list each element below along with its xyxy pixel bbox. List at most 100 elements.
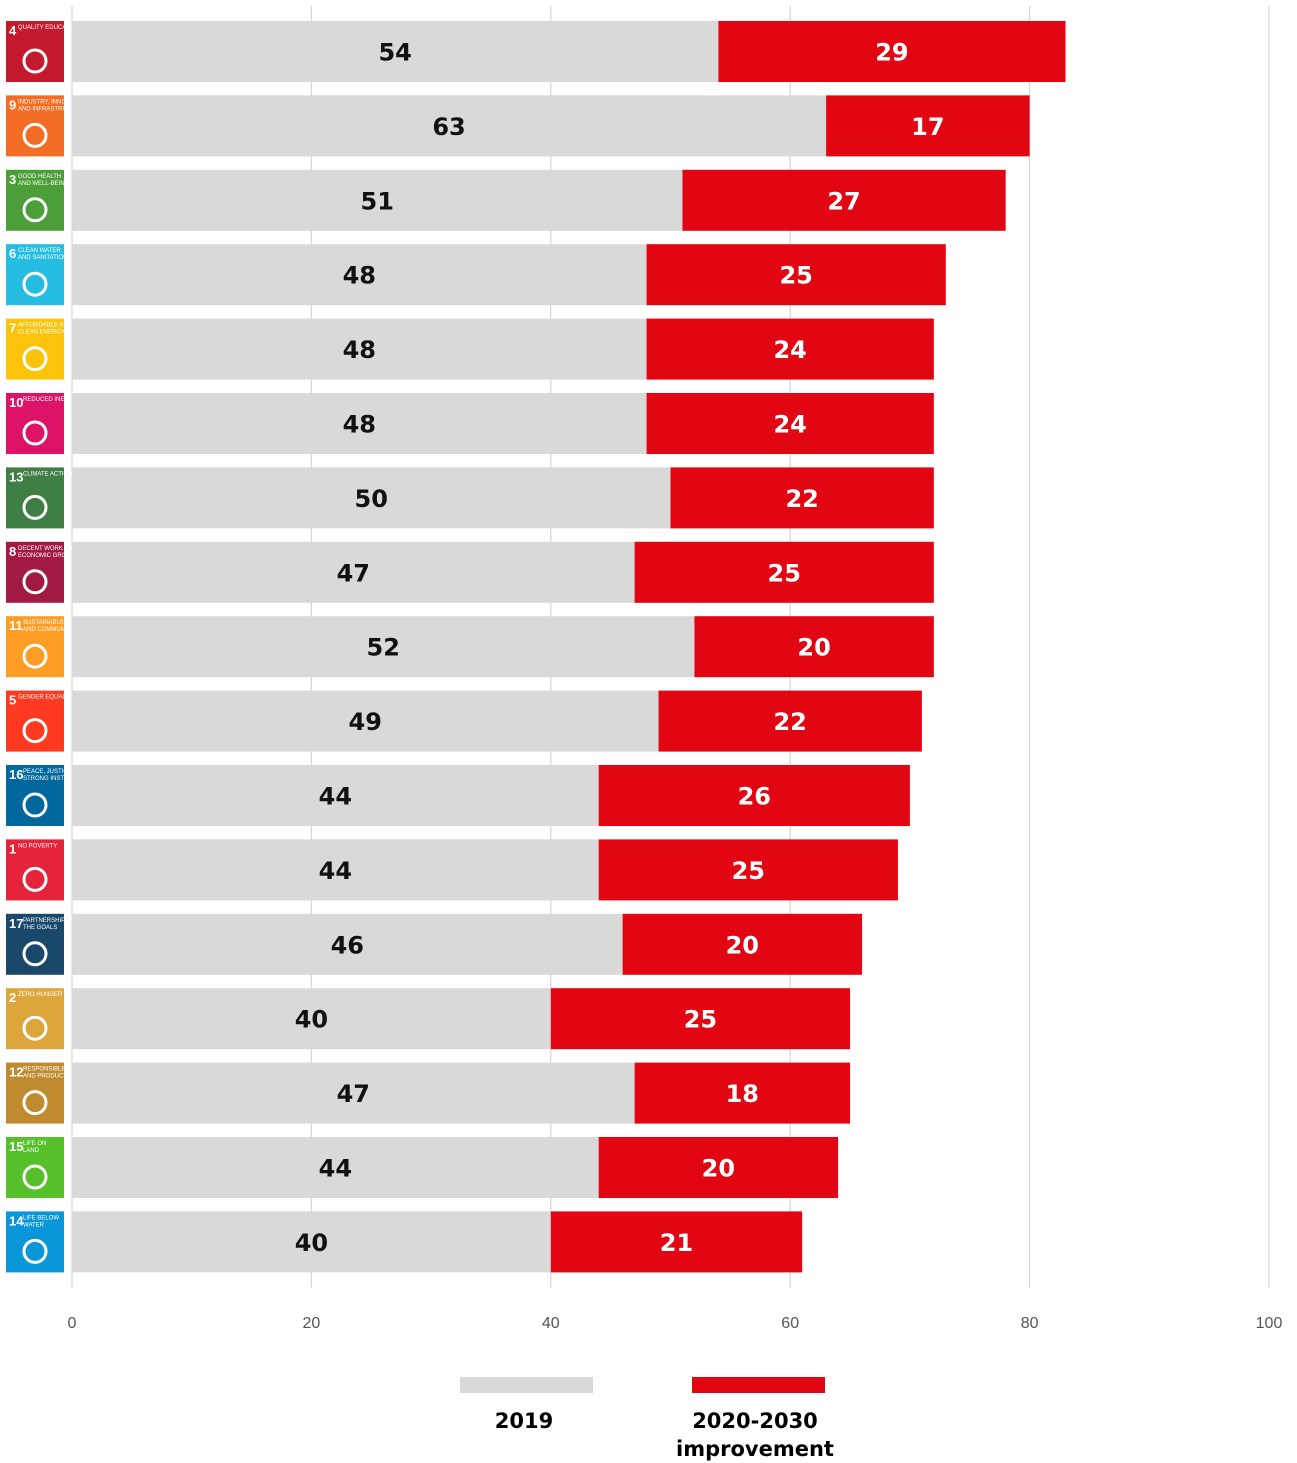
bar-2019-goal-5 bbox=[72, 690, 659, 752]
value-label-improvement-goal-6: 25 bbox=[779, 262, 812, 290]
goal-1-number: 1 bbox=[9, 841, 16, 856]
goal-3-number: 3 bbox=[9, 172, 16, 187]
goal-9-title: INDUSTRY, INNOVATION AND INFRASTRUCTURE bbox=[18, 99, 88, 112]
x-tick-label-40: 40 bbox=[542, 1315, 560, 1332]
goal-3-title: GOOD HEALTH AND WELL-BEING bbox=[18, 174, 70, 187]
fish-waves-icon: 14 LIFE BELOW WATER bbox=[6, 1211, 64, 1273]
x-tick-label-20: 20 bbox=[303, 1315, 321, 1332]
goal-12-emblem bbox=[22, 1090, 48, 1116]
bar-2019-goal-8 bbox=[72, 541, 635, 603]
value-label-2019-goal-17: 46 bbox=[331, 931, 364, 959]
legend-swatch-2019 bbox=[460, 1377, 593, 1393]
dove-gavel-icon: 16 PEACE, JUSTICE AND STRONG INSTITUTIONS bbox=[6, 765, 92, 826]
goal-1-emblem bbox=[22, 866, 48, 892]
goal-2-title: ZERO HUNGER bbox=[18, 992, 63, 998]
goal-4-number: 4 bbox=[9, 23, 17, 38]
value-label-2019-goal-14: 40 bbox=[295, 1229, 328, 1257]
value-label-2019-goal-12: 47 bbox=[337, 1080, 370, 1108]
goal-11-emblem bbox=[22, 643, 48, 669]
bar-2019-goal-3 bbox=[72, 169, 683, 231]
value-label-2019-goal-7: 48 bbox=[343, 336, 376, 364]
value-label-improvement-goal-8: 25 bbox=[768, 559, 801, 587]
value-label-2019-goal-6: 48 bbox=[343, 262, 376, 290]
value-label-improvement-goal-3: 27 bbox=[827, 187, 860, 215]
value-label-improvement-goal-4: 29 bbox=[875, 39, 908, 67]
value-label-improvement-goal-1: 25 bbox=[732, 857, 765, 885]
legend-label-improvement-line2: improvement bbox=[676, 1437, 834, 1461]
bar-improvement-goal-2 bbox=[550, 988, 851, 1050]
bars: 54 29 63 17 51 27 48 25 48 24 48 24 50 22 47 25 52 20 49 22… bbox=[72, 21, 1066, 1273]
value-label-improvement-goal-16: 26 bbox=[738, 783, 771, 811]
goal-8-emblem bbox=[22, 569, 48, 595]
value-label-2019-goal-5: 49 bbox=[349, 708, 382, 736]
goal-4-emblem bbox=[22, 48, 48, 74]
goal-10-title: REDUCED INEQUALITIES bbox=[23, 397, 96, 403]
goal-10-emblem bbox=[22, 420, 48, 446]
tree-bird-icon: 15 LIFE ON LAND bbox=[6, 1137, 64, 1198]
infinity-icon: 12 RESPONSIBLE CONSUMPTION AND PRODUCTION bbox=[6, 1062, 112, 1124]
goal-8-number: 8 bbox=[9, 544, 16, 559]
bar-improvement-goal-15 bbox=[598, 1137, 839, 1198]
value-label-improvement-goal-9: 17 bbox=[911, 113, 944, 141]
bar-improvement-goal-12 bbox=[634, 1062, 851, 1124]
legend-label-2019: 2019 bbox=[495, 1409, 553, 1433]
water-drop-icon: 6 CLEAN WATER AND SANITATION bbox=[6, 244, 67, 306]
value-label-improvement-goal-15: 20 bbox=[702, 1155, 735, 1183]
cubes-icon: 9 INDUSTRY, INNOVATION AND INFRASTRUCTURE bbox=[6, 95, 88, 157]
goal-13-number: 13 bbox=[9, 469, 23, 484]
value-label-improvement-goal-2: 25 bbox=[684, 1006, 717, 1034]
value-label-improvement-goal-12: 18 bbox=[726, 1080, 759, 1108]
goal-17-number: 17 bbox=[9, 916, 23, 931]
equal-arrows-icon: 10 REDUCED INEQUALITIES bbox=[6, 393, 96, 454]
goal-15-number: 15 bbox=[9, 1139, 23, 1154]
value-label-improvement-goal-14: 21 bbox=[660, 1229, 693, 1257]
bar-2019-goal-1 bbox=[72, 839, 599, 901]
sun-icon: 7 AFFORDABLE AND CLEAN ENERGY bbox=[6, 318, 73, 380]
city-icon: 11 SUSTAINABLE CITIES AND COMMUNITIES bbox=[6, 616, 85, 678]
value-label-improvement-goal-10: 24 bbox=[773, 411, 806, 439]
goal-16-number: 16 bbox=[9, 767, 23, 782]
bar-2019-goal-10 bbox=[72, 393, 647, 454]
bar-improvement-goal-4 bbox=[718, 21, 1066, 82]
value-label-improvement-goal-11: 20 bbox=[797, 634, 830, 662]
value-label-2019-goal-4: 54 bbox=[378, 39, 411, 67]
goal-1-title: NO POVERTY bbox=[18, 843, 57, 849]
goal-13-emblem bbox=[22, 494, 48, 520]
bar-2019-goal-17 bbox=[72, 913, 623, 975]
goal-12-title: RESPONSIBLE CONSUMPTION AND PRODUCTION bbox=[23, 1067, 112, 1080]
legend: 2019 2020-2030 improvement bbox=[460, 1377, 834, 1461]
bar-2019-goal-14 bbox=[72, 1211, 551, 1273]
bar-2019-goal-12 bbox=[72, 1062, 635, 1124]
goal-9-number: 9 bbox=[9, 97, 16, 112]
goal-2-number: 2 bbox=[9, 990, 16, 1005]
bar-2019-goal-9 bbox=[72, 95, 827, 157]
legend-label-improvement-line1: 2020-2030 bbox=[692, 1409, 818, 1433]
bar-improvement-goal-17 bbox=[622, 913, 863, 975]
goal-11-number: 11 bbox=[9, 618, 23, 633]
goal-4-title: QUALITY EDUCATION bbox=[18, 25, 80, 31]
goal-5-emblem bbox=[22, 718, 48, 744]
goal-9-emblem bbox=[22, 122, 48, 148]
bar-2019-goal-6 bbox=[72, 244, 647, 306]
value-label-2019-goal-8: 47 bbox=[337, 559, 370, 587]
bar-2019-goal-2 bbox=[72, 988, 551, 1050]
goal-17-emblem bbox=[22, 941, 48, 967]
bar-2019-goal-15 bbox=[72, 1137, 599, 1198]
x-tick-label-80: 80 bbox=[1021, 1315, 1039, 1332]
book-pencil-icon: 4 QUALITY EDUCATION bbox=[6, 21, 80, 82]
goal-17-title: PARTNERSHIPS FOR THE GOALS bbox=[23, 918, 84, 931]
goal-15-title: LIFE ON LAND bbox=[23, 1141, 46, 1154]
goal-13-title: CLIMATE ACTION bbox=[23, 471, 73, 477]
goal-14-number: 14 bbox=[9, 1213, 24, 1228]
value-label-improvement-goal-5: 22 bbox=[773, 708, 806, 736]
bowl-icon: 2 ZERO HUNGER bbox=[6, 988, 64, 1050]
legend-swatch-improvement bbox=[692, 1377, 825, 1393]
bar-2019-goal-16 bbox=[72, 765, 599, 826]
goal-6-emblem bbox=[22, 271, 48, 297]
value-label-2019-goal-1: 44 bbox=[319, 857, 352, 885]
goal-10-number: 10 bbox=[9, 395, 23, 410]
bar-improvement-goal-13 bbox=[670, 467, 934, 529]
goal-6-number: 6 bbox=[9, 246, 16, 261]
x-axis-ticks: 0 20 40 60 80 100 bbox=[68, 1315, 1283, 1332]
